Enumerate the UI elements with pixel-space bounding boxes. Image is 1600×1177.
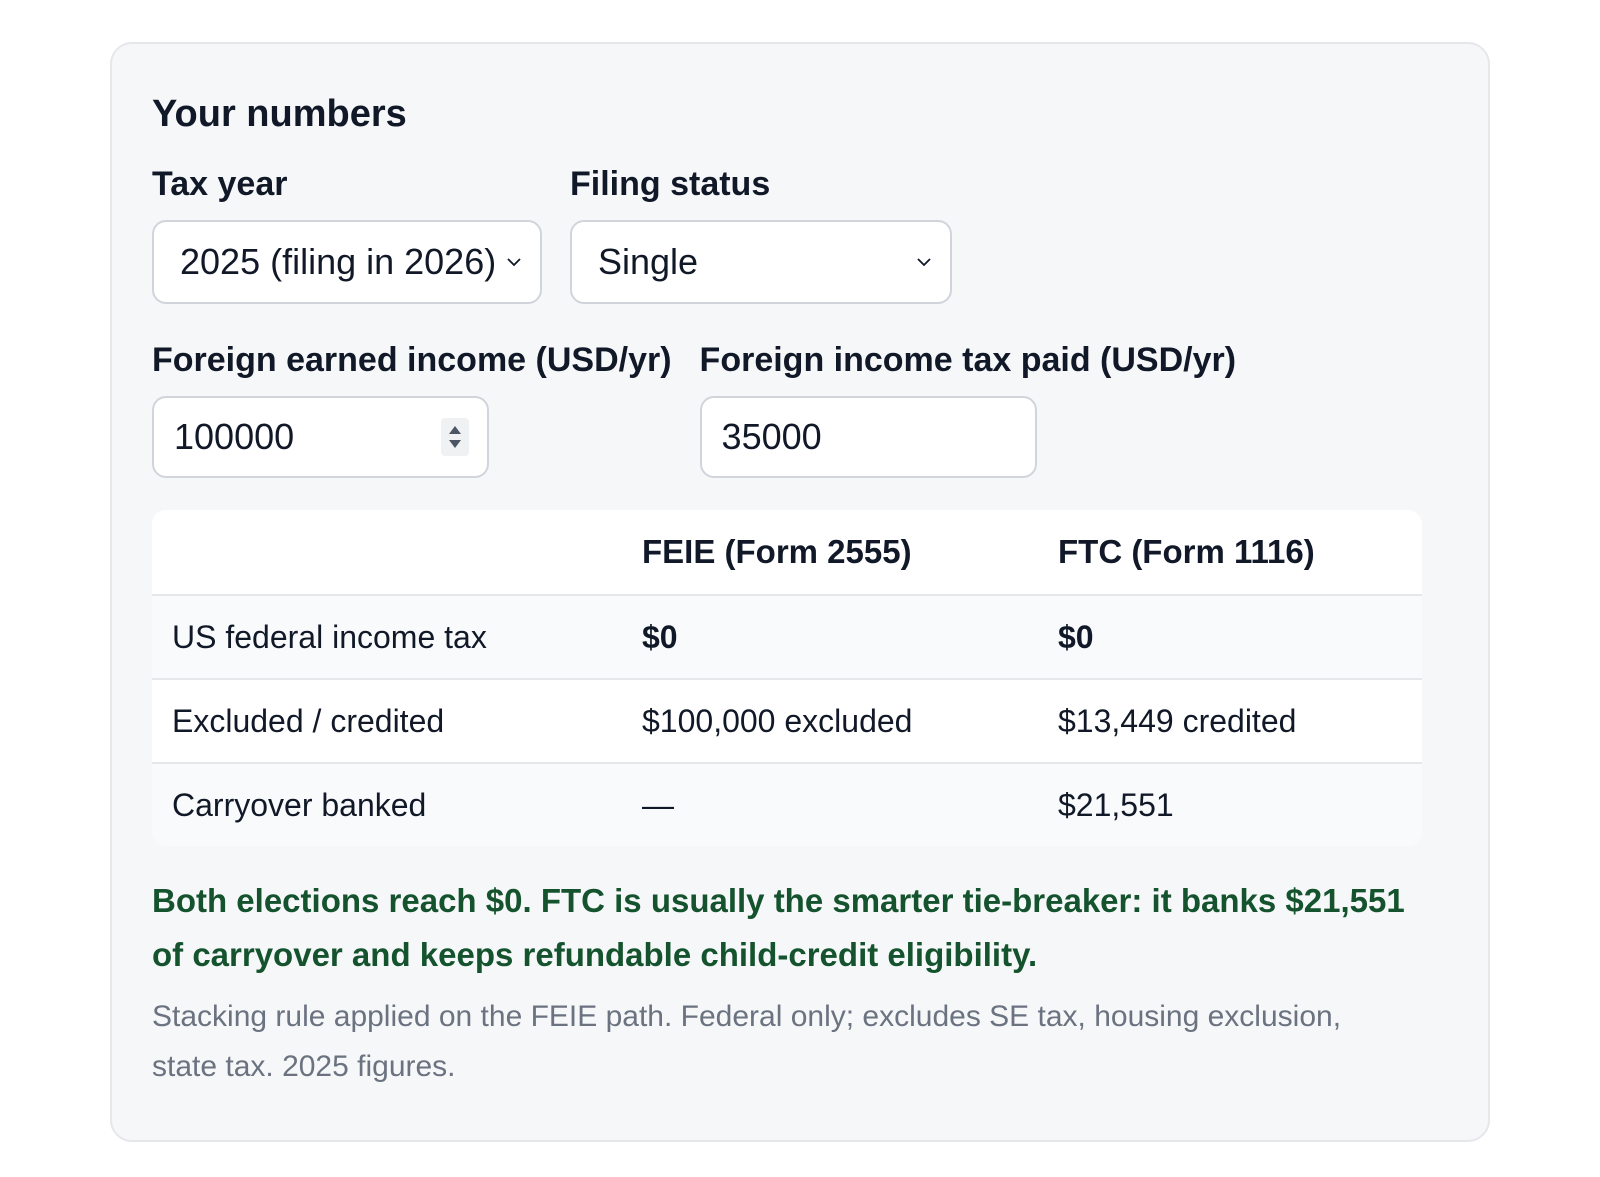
number-stepper[interactable] (441, 418, 469, 456)
foreign-tax-value: 35000 (721, 416, 822, 457)
foreign-tax-field: Foreign income tax paid (USD/yr) 35000 (699, 340, 1237, 478)
chevron-down-icon (917, 258, 931, 267)
panel-title: Your numbers (152, 93, 407, 135)
result-verdict: Both elections reach $0. FTC is usually … (152, 874, 1442, 982)
feie-value: — (622, 763, 1038, 846)
filing-status-value: Single (598, 241, 699, 282)
column-header-empty (152, 510, 622, 596)
tax-year-label: Tax year (152, 165, 288, 203)
foreign-income-field: Foreign earned income (USD/yr) 100000 (152, 340, 672, 478)
foreign-income-label: Foreign earned income (USD/yr) (152, 341, 672, 379)
tax-year-select[interactable]: 2025 (filing in 2026) (152, 220, 542, 304)
row-label: Carryover banked (152, 763, 622, 846)
verdict-lead: Both elections reach $0. (152, 882, 532, 919)
table-row: Excluded / credited $100,000 excluded $1… (152, 679, 1422, 764)
foreign-tax-input[interactable]: 35000 (699, 396, 1037, 478)
ftc-value: $0 (1038, 595, 1422, 680)
tax-year-field: Tax year 2025 (filing in 2026) (152, 164, 542, 304)
selector-row: Tax year 2025 (filing in 2026) Filing st… (152, 164, 1448, 304)
column-header-ftc: FTC (Form 1116) (1038, 510, 1422, 596)
row-label: Excluded / credited (152, 679, 622, 764)
column-header-feie: FEIE (Form 2555) (622, 510, 1038, 596)
foreign-tax-label: Foreign income tax paid (USD/yr) (699, 341, 1237, 379)
calculator-panel: Your numbers Tax year 2025 (filing in 20… (110, 42, 1490, 1142)
filing-status-select[interactable]: Single (570, 220, 952, 304)
filing-status-field: Filing status Single (570, 164, 952, 304)
table-row: US federal income tax $0 $0 (152, 595, 1422, 680)
foreign-income-value: 100000 (174, 416, 295, 457)
stepper-up-icon[interactable] (449, 426, 461, 434)
comparison-table: FEIE (Form 2555) FTC (Form 1116) US fede… (152, 510, 1422, 846)
feie-value: $100,000 excluded (622, 679, 1038, 764)
feie-value: $0 (622, 595, 1038, 680)
ftc-value: $13,449 credited (1038, 679, 1422, 764)
stepper-down-icon[interactable] (449, 440, 461, 448)
verdict-detail: FTC is usually the smarter tie-breaker: … (152, 882, 1405, 973)
result-footnote: Stacking rule applied on the FEIE path. … (152, 1000, 1342, 1083)
row-label: US federal income tax (152, 595, 622, 680)
amount-row: Foreign earned income (USD/yr) 100000 Fo… (152, 340, 1448, 478)
ftc-value: $21,551 (1038, 763, 1422, 846)
table-row: Carryover banked — $21,551 (152, 763, 1422, 846)
chevron-down-icon (507, 258, 521, 267)
foreign-income-input[interactable]: 100000 (152, 396, 489, 478)
table-header-row: FEIE (Form 2555) FTC (Form 1116) (152, 510, 1422, 596)
tax-year-value: 2025 (filing in 2026) (180, 241, 497, 282)
filing-status-label: Filing status (570, 165, 771, 203)
